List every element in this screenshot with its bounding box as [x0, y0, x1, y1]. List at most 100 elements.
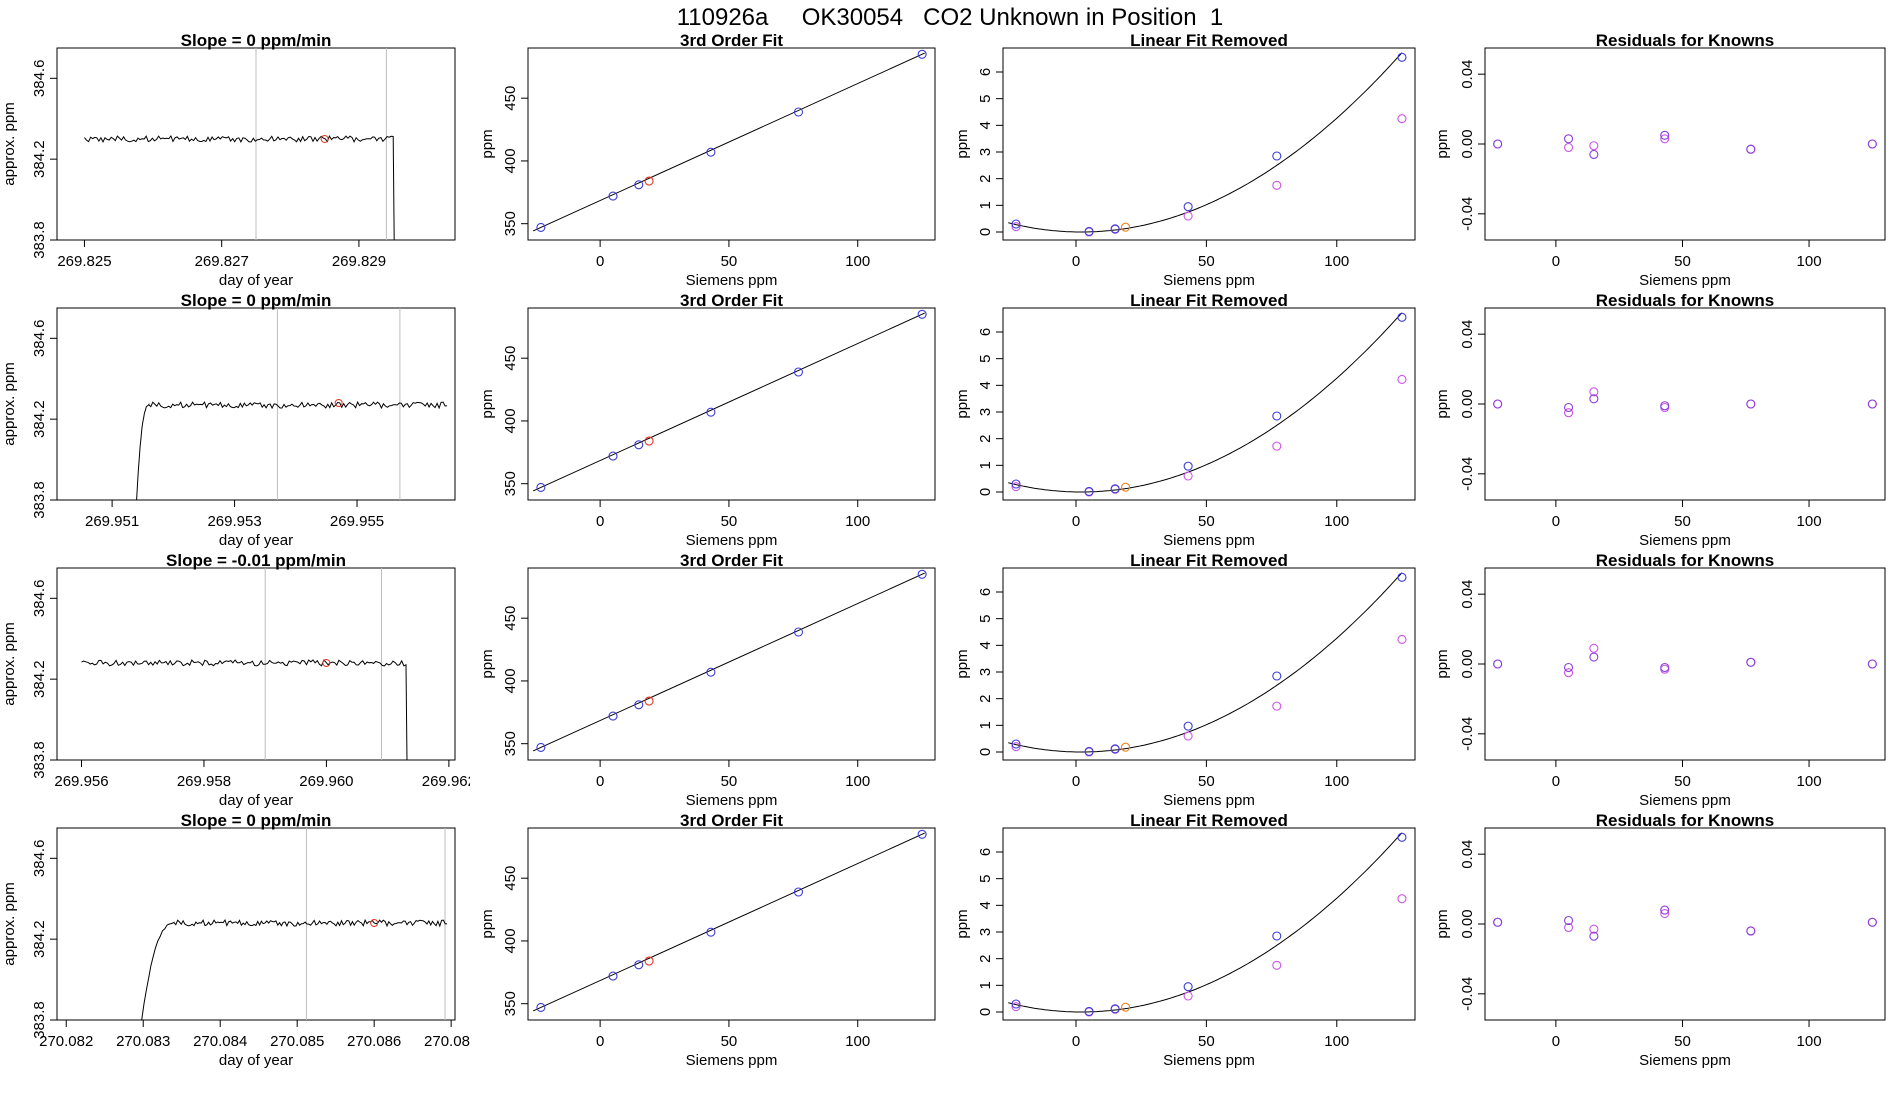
blue-point: [1272, 931, 1282, 941]
chart-r2-fit: 3rd Order Fit 0 50 100 Siemens ppm 350 400 450 p…: [479, 291, 936, 549]
orange-point: [1121, 482, 1131, 492]
trace-line: [136, 400, 448, 500]
x-tick-label: 100: [1324, 253, 1349, 270]
trace-marker: [322, 658, 331, 667]
x-tick-label: 50: [721, 773, 738, 790]
blue-point: [536, 222, 546, 233]
y-tick-label: 2: [977, 694, 994, 702]
magenta-point: [1397, 894, 1407, 904]
fit-curve: [1008, 312, 1403, 493]
blue-point: [1397, 52, 1407, 62]
magenta-point: [1011, 1002, 1021, 1012]
red-point: [644, 696, 654, 706]
x-tick-label: 270.083: [116, 1033, 170, 1050]
y-tick-label: 0.00: [1459, 389, 1476, 418]
chart-title: Linear Fit Removed: [1130, 814, 1288, 830]
chart-title: Residuals for Knowns: [1596, 294, 1775, 310]
fit-line: [532, 572, 925, 752]
y-tick-label: 0.04: [1459, 60, 1476, 89]
y-axis-label: approx. ppm: [1, 882, 18, 965]
chart-r1-linrem: Linear Fit Removed 0 50 100 Siemens ppm 0 1 2 3 4…: [954, 31, 1416, 289]
magenta-point: [1011, 742, 1021, 752]
plot-frame: [1002, 47, 1416, 241]
y-tick-label: 384.2: [31, 140, 48, 178]
y-tick-label: 400: [502, 668, 519, 693]
blue-point: [1011, 479, 1021, 489]
magenta-point: [1272, 960, 1282, 970]
magenta-point: [1563, 408, 1574, 418]
magenta-point: [1660, 134, 1670, 144]
x-tick-label: 50: [1674, 1033, 1691, 1050]
y-tick-label: 1: [977, 201, 994, 209]
plot-area: [1493, 905, 1877, 941]
y-axis-label: ppm: [954, 389, 971, 418]
y-tick-label: 400: [502, 148, 519, 173]
y-tick-label: -0.04: [1459, 457, 1476, 491]
chart-title: 3rd Order Fit: [680, 294, 783, 310]
y-tick-label: 0: [977, 488, 994, 496]
x-axis-label: Siemens ppm: [1163, 1052, 1255, 1069]
chart-r3-trace: Slope = -0.01 ppm/min 269.956 269.958 269.9…: [1, 551, 476, 809]
y-tick-label: 6: [977, 68, 994, 76]
plot-area: [1493, 387, 1877, 418]
blue-point: [1084, 1006, 1094, 1017]
y-tick-label: -0.04: [1459, 717, 1476, 751]
y-axis-label: ppm: [954, 909, 971, 938]
x-tick-label: 269.951: [85, 513, 139, 530]
chart-title: Linear Fit Removed: [1130, 294, 1288, 310]
blue-point: [1110, 744, 1120, 754]
x-axis-label: Siemens ppm: [1639, 532, 1731, 549]
blue-point: [634, 960, 644, 970]
magenta-point: [1011, 482, 1021, 492]
x-tick-label: 0: [1552, 253, 1560, 270]
y-tick-label: 0.04: [1459, 840, 1476, 869]
panel-r2-resid: Residuals for Knowns 0 50 100 Siemens ppm -0.…: [1425, 291, 1900, 549]
purple-point: [1746, 399, 1756, 409]
x-tick-label: 270.084: [193, 1033, 247, 1050]
chart-title: 3rd Order Fit: [680, 814, 783, 830]
x-tick-label: 100: [1797, 773, 1822, 790]
x-tick-label: 0: [1072, 513, 1080, 530]
blue-point: [706, 407, 716, 417]
blue-point: [1084, 226, 1094, 237]
blue-point: [536, 742, 546, 753]
panel-r1-linrem: Linear Fit Removed 0 50 100 Siemens ppm 0 1 2 3 4…: [945, 31, 1425, 289]
chart-r1-fit: 3rd Order Fit 0 50 100 Siemens ppm 350 400 450 p…: [479, 31, 936, 289]
blue-point: [1011, 739, 1021, 749]
x-tick-label: 269.956: [54, 773, 108, 790]
magenta-point: [1563, 142, 1574, 153]
plot-frame: [527, 47, 936, 241]
x-axis-label: day of year: [219, 532, 293, 549]
chart-title: Slope = 0 ppm/min: [181, 34, 332, 50]
purple-point: [1660, 130, 1670, 140]
y-tick-label: 350: [502, 991, 519, 1016]
x-tick-label: 100: [1797, 253, 1822, 270]
y-tick-label: 1: [977, 461, 994, 469]
purple-point: [1660, 401, 1670, 411]
x-tick-label: 100: [1324, 1033, 1349, 1050]
plot-frame: [1484, 307, 1886, 501]
purple-point: [1660, 662, 1670, 673]
purple-point: [1563, 915, 1574, 926]
y-tick-label: 4: [977, 121, 994, 129]
page-title: 110926a OK30054 CO2 Unknown in Position …: [676, 4, 1224, 31]
plot-area: [136, 308, 448, 500]
plot-frame: [1002, 827, 1416, 1021]
purple-point: [1746, 926, 1756, 936]
y-tick-label: 4: [977, 901, 994, 909]
y-tick-label: 400: [502, 928, 519, 953]
magenta-point: [1183, 471, 1193, 481]
y-axis-label: ppm: [954, 129, 971, 158]
blue-point: [1397, 832, 1407, 842]
trace-marker: [334, 398, 343, 407]
y-axis-label: ppm: [954, 649, 971, 678]
x-tick-label: 269.827: [195, 253, 249, 270]
y-tick-label: 4: [977, 381, 994, 389]
plot-frame: [56, 567, 456, 761]
y-tick-label: 2: [977, 954, 994, 962]
blue-point: [1183, 982, 1193, 992]
plot-area: [1008, 52, 1407, 237]
y-tick-label: 0: [977, 228, 994, 236]
x-axis-label: Siemens ppm: [1639, 792, 1731, 809]
blue-point: [536, 1002, 546, 1013]
